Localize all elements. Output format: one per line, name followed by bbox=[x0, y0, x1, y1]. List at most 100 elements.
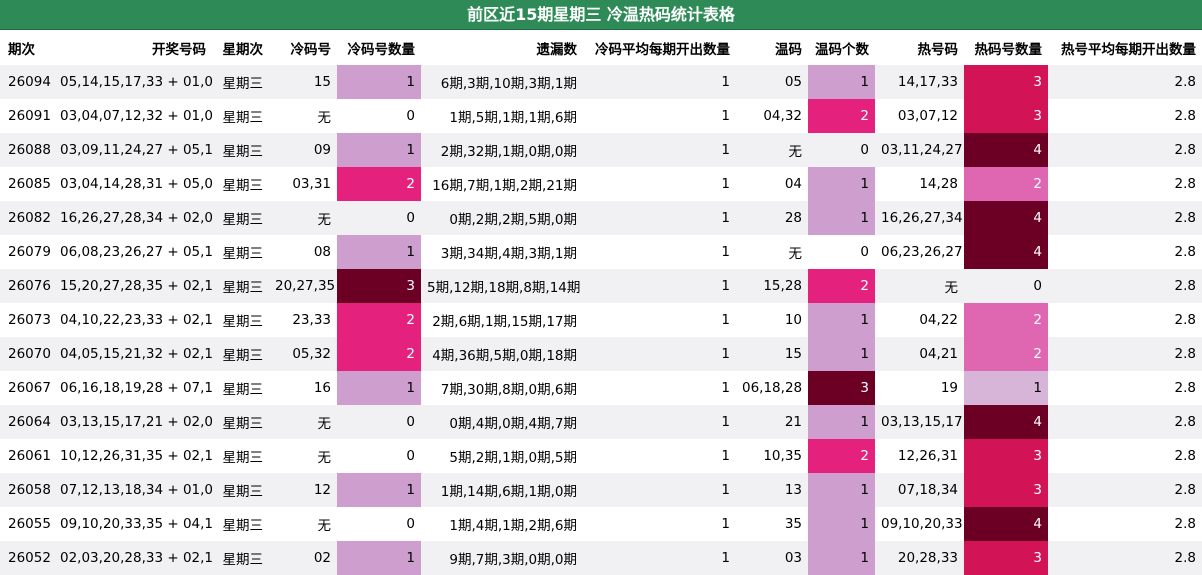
table-row: 26073 04,10,22,23,33 + 02,12 星期三 23,33 2 2期,6… bbox=[0, 303, 1202, 337]
miss-count-cell: 0期,2期,2期,5期,0期 bbox=[421, 201, 583, 235]
cold-numbers-cell: 15 bbox=[269, 65, 337, 99]
miss-count-cell: 1期,5期,1期,1期,6期 bbox=[421, 99, 583, 133]
warm-count-cell: 1 bbox=[808, 337, 875, 371]
draw-numbers-cell: 06,08,23,26,27 + 05,12 bbox=[54, 235, 212, 269]
warm-numbers-cell: 21 bbox=[736, 405, 808, 439]
warm-numbers-cell: 10 bbox=[736, 303, 808, 337]
hot-numbers-cell: 12,26,31 bbox=[875, 439, 964, 473]
hot-avg-cell: 2.8 bbox=[1048, 303, 1202, 337]
hot-count-cell: 3 bbox=[964, 541, 1048, 575]
draw-numbers-cell: 09,10,20,33,35 + 04,11 bbox=[54, 507, 212, 541]
cold-count-cell: 0 bbox=[337, 99, 421, 133]
table-row: 26058 07,12,13,18,34 + 01,05 星期三 12 1 1期,14期,… bbox=[0, 473, 1202, 507]
draw-numbers-cell: 16,26,27,28,34 + 02,06 bbox=[54, 201, 212, 235]
hot-count-cell: 2 bbox=[964, 303, 1048, 337]
warm-count-cell: 1 bbox=[808, 507, 875, 541]
draw-numbers-cell: 05,14,15,17,33 + 01,07 bbox=[54, 65, 212, 99]
draw-numbers-cell: 15,20,27,28,35 + 02,11 bbox=[54, 269, 212, 303]
issue-cell: 26091 bbox=[0, 99, 54, 133]
hot-count-cell: 4 bbox=[964, 201, 1048, 235]
miss-count-cell: 6期,3期,10期,3期,1期 bbox=[421, 65, 583, 99]
cold-count-cell: 1 bbox=[337, 371, 421, 405]
table-row: 26067 06,16,18,19,28 + 07,11 星期三 16 1 7期,30期,… bbox=[0, 371, 1202, 405]
weekday-cell: 星期三 bbox=[212, 405, 269, 439]
hot-count-cell: 3 bbox=[964, 439, 1048, 473]
hot-avg-cell: 2.8 bbox=[1048, 507, 1202, 541]
hot-avg-cell: 2.8 bbox=[1048, 371, 1202, 405]
cold-count-cell: 1 bbox=[337, 65, 421, 99]
warm-count-cell: 1 bbox=[808, 201, 875, 235]
warm-numbers-cell: 06,18,28 bbox=[736, 371, 808, 405]
issue-cell: 26058 bbox=[0, 473, 54, 507]
cold-numbers-cell: 12 bbox=[269, 473, 337, 507]
table-row: 26055 09,10,20,33,35 + 04,11 星期三无 0 1期,4期,1期… bbox=[0, 507, 1202, 541]
weekday-cell: 星期三 bbox=[212, 371, 269, 405]
table-row: 26079 06,08,23,26,27 + 05,12 星期三 08 1 3期,34期,… bbox=[0, 235, 1202, 269]
issue-cell: 26073 bbox=[0, 303, 54, 337]
cold-avg-cell: 1 bbox=[583, 371, 736, 405]
header-weekday: 星期次 bbox=[212, 30, 269, 65]
table-row: 26082 16,26,27,28,34 + 02,06 星期三无 0 0期,2期,2期… bbox=[0, 201, 1202, 235]
cold-count-cell: 0 bbox=[337, 201, 421, 235]
issue-cell: 26055 bbox=[0, 507, 54, 541]
miss-count-cell: 16期,7期,1期,2期,21期 bbox=[421, 167, 583, 201]
warm-count-cell: 2 bbox=[808, 269, 875, 303]
hot-numbers-cell: 03,07,12 bbox=[875, 99, 964, 133]
cold-count-cell: 1 bbox=[337, 473, 421, 507]
hot-avg-cell: 2.8 bbox=[1048, 541, 1202, 575]
hot-count-cell: 3 bbox=[964, 473, 1048, 507]
hot-avg-cell: 2.8 bbox=[1048, 473, 1202, 507]
hot-avg-cell: 2.8 bbox=[1048, 133, 1202, 167]
warm-numbers-cell: 04 bbox=[736, 167, 808, 201]
header-hot-numbers: 热号码 bbox=[875, 30, 964, 65]
cold-numbers-cell: 23,33 bbox=[269, 303, 337, 337]
weekday-cell: 星期三 bbox=[212, 167, 269, 201]
warm-numbers-cell: 无 bbox=[736, 133, 808, 167]
hot-count-cell: 1 bbox=[964, 371, 1048, 405]
draw-numbers-cell: 02,03,20,28,33 + 02,12 bbox=[54, 541, 212, 575]
cold-avg-cell: 1 bbox=[583, 99, 736, 133]
weekday-cell: 星期三 bbox=[212, 439, 269, 473]
miss-count-cell: 2期,32期,1期,0期,0期 bbox=[421, 133, 583, 167]
cold-count-cell: 2 bbox=[337, 337, 421, 371]
header-row: 期次 开奖号码 星期次 冷码号 冷码号数量 遗漏数 冷码平均每期开出数量 温码 温码个数 热号码热… bbox=[0, 30, 1202, 65]
draw-numbers-cell: 06,16,18,19,28 + 07,11 bbox=[54, 371, 212, 405]
warm-count-cell: 2 bbox=[808, 439, 875, 473]
hot-count-cell: 4 bbox=[964, 507, 1048, 541]
hot-numbers-cell: 03,11,24,27 bbox=[875, 133, 964, 167]
hot-numbers-cell: 14,17,33 bbox=[875, 65, 964, 99]
header-issue: 期次 bbox=[0, 30, 54, 65]
issue-cell: 26061 bbox=[0, 439, 54, 473]
table-row: 26088 03,09,11,24,27 + 05,11 星期三 09 1 2期,32期,… bbox=[0, 133, 1202, 167]
weekday-cell: 星期三 bbox=[212, 99, 269, 133]
cold-numbers-cell: 无 bbox=[269, 507, 337, 541]
warm-count-cell: 1 bbox=[808, 405, 875, 439]
warm-count-cell: 0 bbox=[808, 235, 875, 269]
miss-count-cell: 7期,30期,8期,0期,6期 bbox=[421, 371, 583, 405]
hot-count-cell: 2 bbox=[964, 337, 1048, 371]
hot-avg-cell: 2.8 bbox=[1048, 65, 1202, 99]
cold-numbers-cell: 20,27,35 bbox=[269, 269, 337, 303]
hot-numbers-cell: 19 bbox=[875, 371, 964, 405]
weekday-cell: 星期三 bbox=[212, 235, 269, 269]
miss-count-cell: 3期,34期,4期,3期,1期 bbox=[421, 235, 583, 269]
cold-avg-cell: 1 bbox=[583, 541, 736, 575]
hot-count-cell: 3 bbox=[964, 99, 1048, 133]
hot-numbers-cell: 07,18,34 bbox=[875, 473, 964, 507]
warm-numbers-cell: 03 bbox=[736, 541, 808, 575]
cold-count-cell: 0 bbox=[337, 405, 421, 439]
cold-numbers-cell: 无 bbox=[269, 439, 337, 473]
miss-count-cell: 1期,4期,1期,2期,6期 bbox=[421, 507, 583, 541]
hot-count-cell: 3 bbox=[964, 65, 1048, 99]
warm-numbers-cell: 无 bbox=[736, 235, 808, 269]
hot-numbers-cell: 无 bbox=[875, 269, 964, 303]
cold-avg-cell: 1 bbox=[583, 269, 736, 303]
miss-count-cell: 9期,7期,3期,0期,0期 bbox=[421, 541, 583, 575]
weekday-cell: 星期三 bbox=[212, 269, 269, 303]
hot-avg-cell: 2.8 bbox=[1048, 99, 1202, 133]
hot-count-cell: 2 bbox=[964, 167, 1048, 201]
issue-cell: 26067 bbox=[0, 371, 54, 405]
cold-numbers-cell: 09 bbox=[269, 133, 337, 167]
cold-numbers-cell: 无 bbox=[269, 201, 337, 235]
hot-avg-cell: 2.8 bbox=[1048, 269, 1202, 303]
